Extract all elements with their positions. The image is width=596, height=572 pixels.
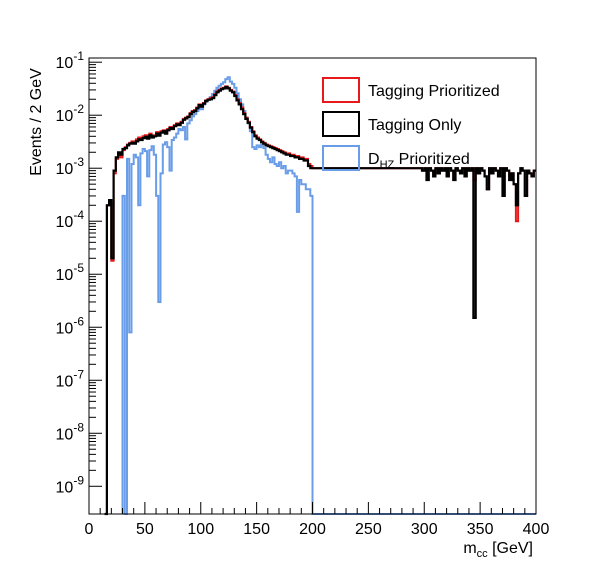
y-tick-label: 10-5	[56, 261, 85, 284]
legend-label: Tagging Prioritized	[368, 83, 500, 100]
y-tick-label: 10-6	[56, 314, 85, 337]
legend-swatch	[322, 77, 360, 103]
legend-swatch	[322, 145, 360, 171]
x-tick-label: 200	[299, 521, 326, 538]
legend-label: DHZ Prioritized	[368, 151, 470, 171]
x-tick-label: 300	[411, 521, 438, 538]
axis-layer: 0 50 100 150 200 250 300 350 400 10-9 10-8 10-7 10-6…	[56, 49, 550, 538]
y-tick-label: 10-8	[56, 420, 85, 443]
y-tick-label: 10-9	[56, 473, 85, 496]
y-tick-label: 10-1	[56, 49, 85, 72]
x-tick-label: 150	[243, 521, 270, 538]
x-tick-label: 250	[355, 521, 382, 538]
legend-label: Tagging Only	[368, 117, 461, 134]
y-tick-label: 10-7	[56, 367, 85, 390]
y-tick-label: 10-4	[56, 208, 85, 231]
y-tick-label: 10-2	[56, 102, 85, 125]
legend: Tagging Prioritized Tagging Only DHZ Prior…	[322, 77, 500, 171]
x-tick-label: 100	[187, 521, 214, 538]
x-axis-title: mcc [GeV]	[463, 540, 533, 560]
y-tick-label: 10-3	[56, 155, 85, 178]
x-tick-label: 350	[467, 521, 494, 538]
x-tick-label: 0	[85, 521, 94, 538]
legend-swatch	[322, 111, 360, 137]
x-tick-label: 50	[136, 521, 154, 538]
series-2	[104, 85, 536, 516]
x-tick-label: 400	[523, 521, 550, 538]
y-axis-title: Events / 2 GeV	[28, 68, 45, 176]
